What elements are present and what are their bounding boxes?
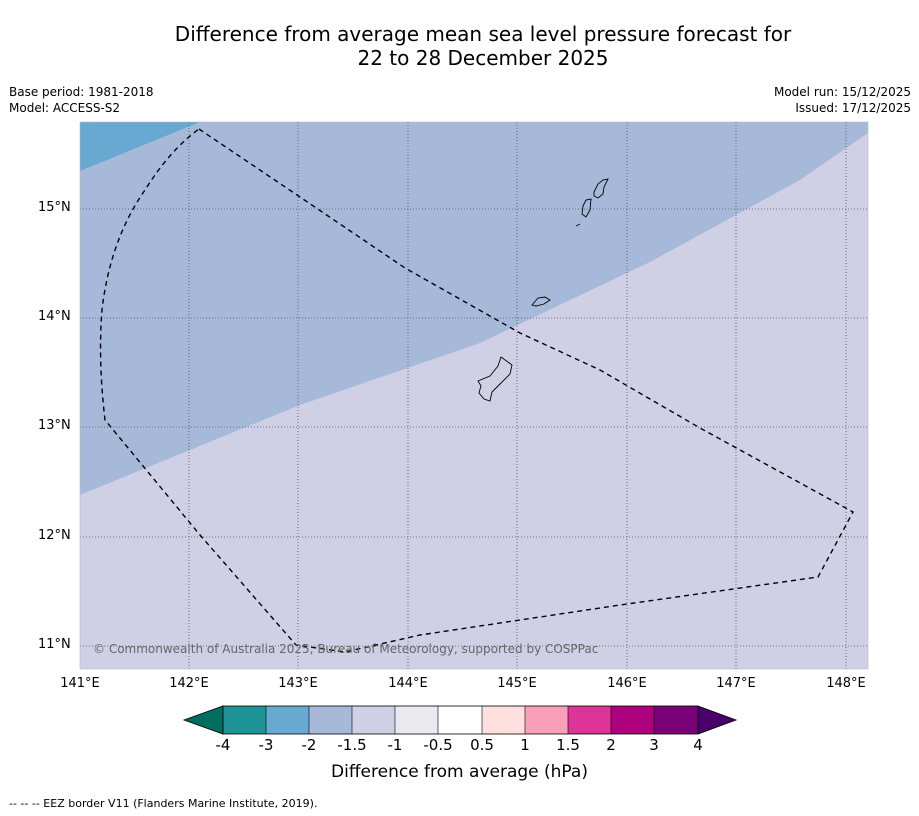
eez-border [99, 128, 854, 653]
colorbar-extend-low [182, 705, 224, 735]
meta-right: Model run: 15/12/2025 Issued: 17/12/2025 [774, 84, 911, 116]
guam-island [477, 356, 513, 402]
map-frame [79, 121, 869, 670]
title-line-2: 22 to 28 December 2025 [357, 46, 609, 70]
lat-label-14n: 14°N [38, 309, 71, 324]
colorbar-segment [568, 706, 611, 734]
lon-label-146e: 146°E [607, 676, 647, 691]
lon-label-145e: 145°E [497, 676, 537, 691]
copyright-notice: © Commonwealth of Australia 2025, Bureau… [93, 642, 599, 656]
lon-label-143e: 143°E [278, 676, 318, 691]
lon-label-142e: 142°E [169, 676, 209, 691]
colorbar-tick: -0.5 [423, 736, 453, 754]
colorbar-tick: 1.5 [556, 736, 580, 754]
aguijan-island [575, 223, 581, 227]
colorbar-segment [395, 706, 438, 734]
colorbar-tick: -3 [258, 736, 274, 754]
colorbar [182, 705, 738, 735]
map-title: Difference from average mean sea level p… [0, 22, 919, 70]
colorbar-segment [654, 706, 698, 734]
islands [477, 178, 609, 402]
lat-label-15n: 15°N [38, 200, 71, 215]
base-period: Base period: 1981-2018 [9, 85, 154, 99]
region-diff-3-to-2 [80, 122, 200, 171]
lon-label-144e: 144°E [388, 676, 428, 691]
colorbar-tick: 4 [693, 736, 703, 754]
graticule [80, 122, 868, 669]
lat-label-12n: 12°N [38, 528, 71, 543]
map-area [80, 122, 868, 669]
colorbar-segment [309, 706, 352, 734]
colorbar-label: Difference from average (hPa) [331, 762, 588, 782]
colorbar-tick: -2 [301, 736, 317, 754]
colorbar-segment [611, 706, 654, 734]
colorbar-frame [222, 705, 699, 735]
colorbar-tick: 2 [606, 736, 616, 754]
colorbar-tick: 3 [649, 736, 659, 754]
colorbar-segment [525, 706, 568, 734]
lat-label-11n: 11°N [38, 637, 71, 652]
colorbar-tick: -1.5 [337, 736, 367, 754]
colorbar-tick: -4 [215, 736, 231, 754]
colorbar-segment [266, 706, 309, 734]
colorbar-tick: -1 [387, 736, 403, 754]
lat-label-13n: 13°N [38, 418, 71, 433]
saipan-island [593, 178, 609, 199]
region-diff-2-to-1.5 [80, 122, 868, 495]
colorbar-extend-high [697, 705, 738, 735]
colorbar-segment [438, 706, 482, 734]
colorbar-dividers [265, 706, 655, 734]
lon-label-141e: 141°E [60, 676, 100, 691]
issued-date: Issued: 17/12/2025 [795, 101, 911, 115]
colorbar-tick: 1 [520, 736, 530, 754]
title-line-1: Difference from average mean sea level p… [174, 22, 792, 46]
meta-left: Base period: 1981-2018 Model: ACCESS-S2 [9, 84, 154, 116]
colorbar-segment [482, 706, 525, 734]
colorbar-segment [223, 706, 266, 734]
colorbar-segment [352, 706, 395, 734]
eez-footnote: -- -- -- EEZ border V11 (Flanders Marine… [9, 797, 318, 810]
model-run: Model run: 15/12/2025 [773, 85, 911, 99]
colorbar-tick: 0.5 [470, 736, 494, 754]
tinian-island [581, 198, 592, 218]
model-name: Model: ACCESS-S2 [9, 101, 121, 115]
lon-label-147e: 147°E [716, 676, 756, 691]
lon-label-148e: 148°E [826, 676, 866, 691]
rota-island [531, 296, 551, 307]
